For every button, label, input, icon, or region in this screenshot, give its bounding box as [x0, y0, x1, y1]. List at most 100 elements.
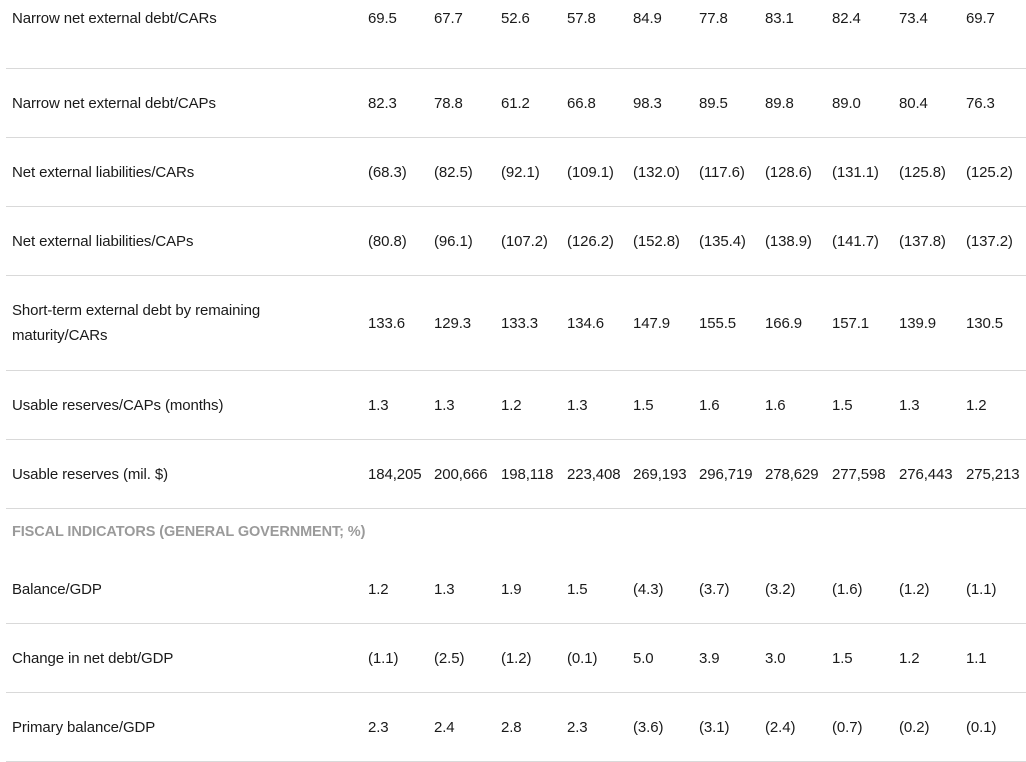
row-label: Change in net debt/GDP [6, 623, 362, 693]
table-cell: 77.8 [693, 0, 759, 69]
table-cell: 157.1 [826, 275, 893, 371]
table-cell: 89.0 [826, 68, 893, 138]
table-cell: 83.1 [759, 0, 826, 69]
table-cell: 61.2 [495, 68, 561, 138]
table-row: Net external liabilities/CAPs (80.8) (96… [6, 206, 1026, 276]
table-cell: 130.5 [960, 275, 1026, 371]
table-cell: 223,408 [561, 439, 627, 509]
table-cell: 1.5 [826, 623, 893, 693]
table-row: Primary balance/GDP 2.3 2.4 2.8 2.3 (3.6… [6, 692, 1026, 762]
table-cell: (3.1) [693, 692, 759, 762]
table-row: Usable reserves (mil. $) 184,205 200,666… [6, 439, 1026, 509]
table-cell: 82.4 [826, 0, 893, 69]
table-cell: 1.3 [893, 370, 960, 440]
table-cell: 139.9 [893, 275, 960, 371]
row-label: Narrow net external debt/CAPs [6, 68, 362, 138]
table-cell: (117.6) [693, 137, 759, 207]
table-cell: (80.8) [362, 206, 428, 276]
table-cell: (128.6) [759, 137, 826, 207]
table-cell: 133.3 [495, 275, 561, 371]
table-cell: 1.3 [561, 370, 627, 440]
table-cell: 57.8 [561, 0, 627, 69]
table-cell: 2.8 [495, 692, 561, 762]
table-cell: 69.5 [362, 0, 428, 69]
table-row: Narrow net external debt/CARs 69.5 67.7 … [6, 0, 1026, 69]
table-row: Change in net debt/GDP (1.1) (2.5) (1.2)… [6, 623, 1026, 693]
table-cell: 78.8 [428, 68, 495, 138]
section-title: FISCAL INDICATORS (GENERAL GOVERNMENT; %… [12, 524, 366, 540]
table-cell: (4.3) [627, 555, 693, 624]
table-cell: 66.8 [561, 68, 627, 138]
table-cell: (141.7) [826, 206, 893, 276]
table-cell: (96.1) [428, 206, 495, 276]
table-cell: 1.2 [495, 370, 561, 440]
table-cell: 1.5 [561, 555, 627, 624]
table-cell: 69.7 [960, 0, 1026, 69]
table-cell: 278,629 [759, 439, 826, 509]
table-cell: 1.3 [428, 370, 495, 440]
table-cell: 82.3 [362, 68, 428, 138]
table-cell: (1.2) [893, 555, 960, 624]
table-cell: 155.5 [693, 275, 759, 371]
table-cell: 2.4 [428, 692, 495, 762]
table-cell: 1.2 [362, 555, 428, 624]
table-cell: (109.1) [561, 137, 627, 207]
table-cell: 1.2 [893, 623, 960, 693]
table-cell: 80.4 [893, 68, 960, 138]
table-cell: 1.6 [759, 370, 826, 440]
table-cell: 76.3 [960, 68, 1026, 138]
row-label: Net external liabilities/CAPs [6, 206, 362, 276]
table-cell: 1.3 [428, 555, 495, 624]
table-row: Net external liabilities/CARs (68.3) (82… [6, 137, 1026, 207]
indicators-table: Narrow net external debt/CARs 69.5 67.7 … [6, 0, 1026, 762]
table-cell: 166.9 [759, 275, 826, 371]
table-cell: (132.0) [627, 137, 693, 207]
table-cell: (0.1) [960, 692, 1026, 762]
table-cell: (135.4) [693, 206, 759, 276]
row-label: Balance/GDP [6, 555, 362, 624]
table-cell: 1.6 [693, 370, 759, 440]
table-cell: 73.4 [893, 0, 960, 69]
table-cell: 1.5 [826, 370, 893, 440]
table-cell: 5.0 [627, 623, 693, 693]
table-cell: 98.3 [627, 68, 693, 138]
table-cell: 89.8 [759, 68, 826, 138]
table-row: Narrow net external debt/CAPs 82.3 78.8 … [6, 68, 1026, 138]
table-row: Balance/GDP 1.2 1.3 1.9 1.5 (4.3) (3.7) … [6, 555, 1026, 624]
table-cell: (0.7) [826, 692, 893, 762]
table-row: Short-term external debt by remaining ma… [6, 275, 1026, 371]
section-header-row: FISCAL INDICATORS (GENERAL GOVERNMENT; %… [6, 509, 1026, 556]
table-cell: 3.9 [693, 623, 759, 693]
row-label: Primary balance/GDP [6, 692, 362, 762]
row-label: Usable reserves (mil. $) [6, 439, 362, 509]
table-cell: (125.8) [893, 137, 960, 207]
table-cell: 1.9 [495, 555, 561, 624]
table-cell: 1.2 [960, 370, 1026, 440]
table-cell: (126.2) [561, 206, 627, 276]
table-cell: 147.9 [627, 275, 693, 371]
row-label: Usable reserves/CAPs (months) [6, 370, 362, 440]
table-cell: (68.3) [362, 137, 428, 207]
table-cell: (1.1) [960, 555, 1026, 624]
table-cell: 133.6 [362, 275, 428, 371]
table-cell: 1.3 [362, 370, 428, 440]
table-cell: (2.5) [428, 623, 495, 693]
table-cell: 200,666 [428, 439, 495, 509]
table-cell: 1.5 [627, 370, 693, 440]
table-cell: (0.2) [893, 692, 960, 762]
table-cell: 3.0 [759, 623, 826, 693]
row-label: Net external liabilities/CARs [6, 137, 362, 207]
table-cell: (82.5) [428, 137, 495, 207]
table-cell: (152.8) [627, 206, 693, 276]
table-cell: 184,205 [362, 439, 428, 509]
table-cell: (3.7) [693, 555, 759, 624]
row-label: Short-term external debt by remaining ma… [6, 275, 362, 371]
table-cell: (137.2) [960, 206, 1026, 276]
table-cell: 89.5 [693, 68, 759, 138]
row-label: Narrow net external debt/CARs [6, 0, 362, 69]
table-cell: 84.9 [627, 0, 693, 69]
table-cell: 277,598 [826, 439, 893, 509]
table-cell: (3.2) [759, 555, 826, 624]
table-cell: (107.2) [495, 206, 561, 276]
table-cell: 276,443 [893, 439, 960, 509]
